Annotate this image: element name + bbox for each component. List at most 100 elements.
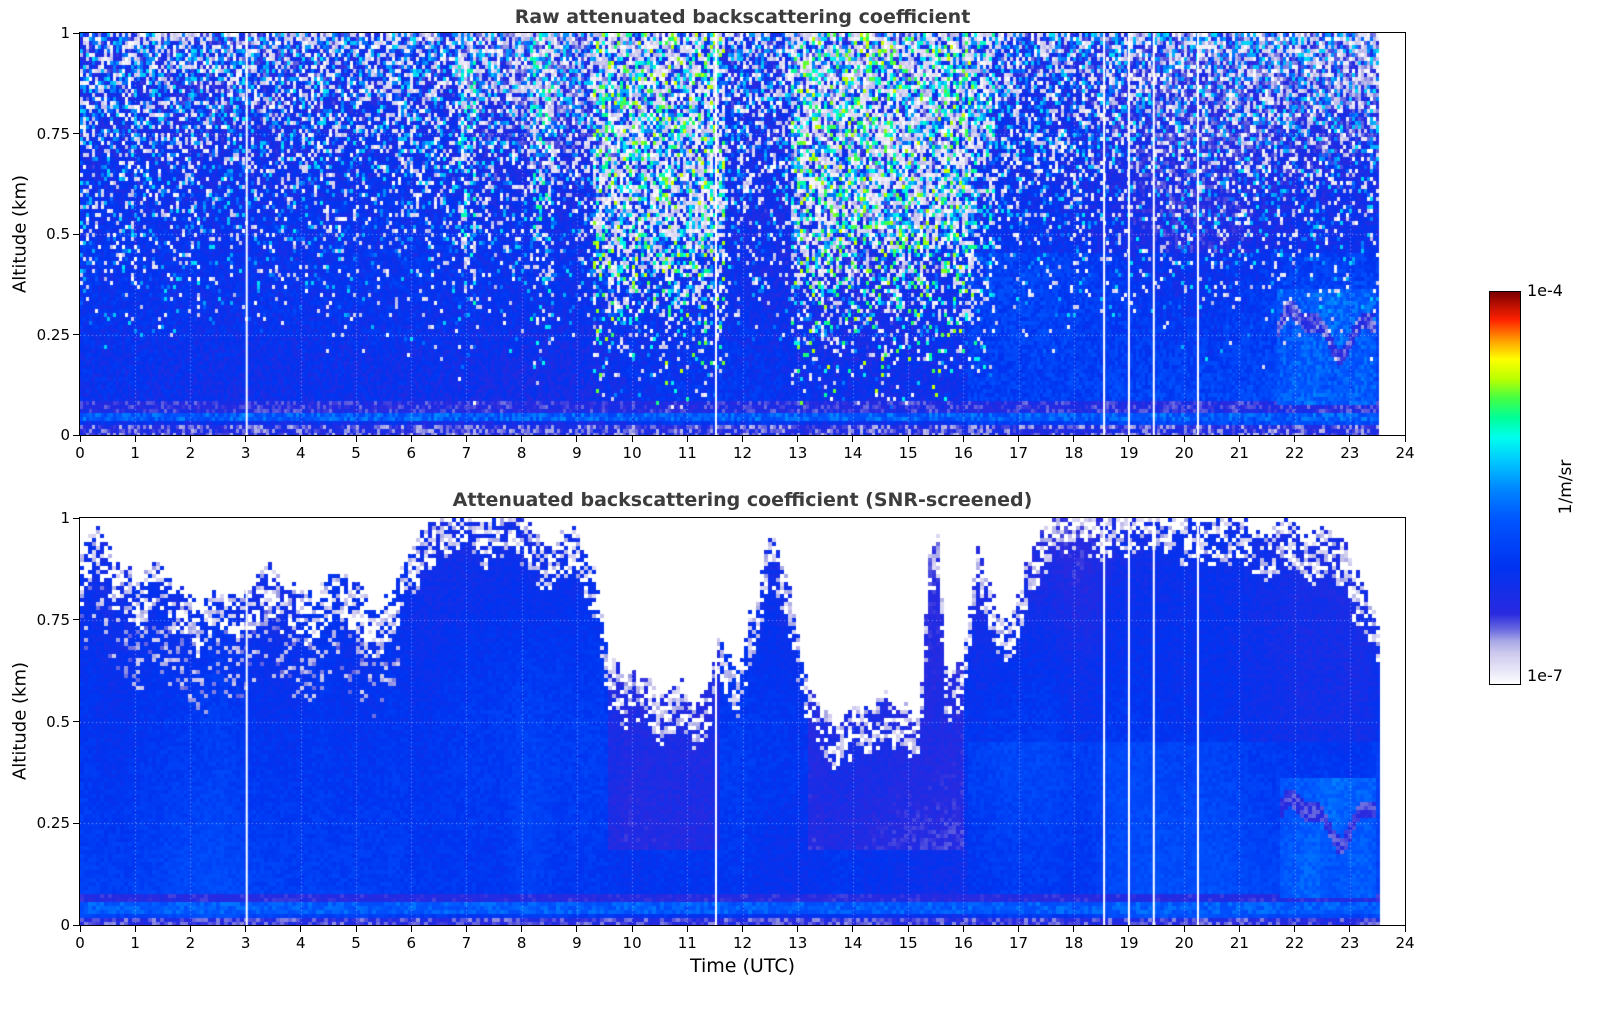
x-tick-label: 11 — [677, 444, 697, 462]
x-tick-mark — [1183, 436, 1185, 442]
x-tick-label: 3 — [240, 444, 251, 462]
x-tick-label: 12 — [732, 934, 753, 952]
x-tick-mark — [742, 926, 743, 932]
x-tick-label: 23 — [1340, 444, 1360, 462]
colorbar-unit-label: 1/m/sr — [1556, 459, 1576, 515]
x-tick-mark — [300, 926, 302, 932]
x-tick-mark — [576, 436, 578, 442]
x-tick-label: 22 — [1285, 444, 1305, 462]
x-tick-mark — [1018, 436, 1020, 442]
x-tick-label: 13 — [788, 444, 808, 462]
plot-title-raw: Raw attenuated backscattering coefficien… — [514, 6, 971, 28]
x-tick-label: 20 — [1174, 444, 1194, 462]
x-tick-mark — [631, 436, 633, 442]
x-tick-mark — [410, 436, 412, 442]
x-tick-label: 15 — [898, 444, 918, 462]
x-tick-label: 2 — [185, 934, 196, 952]
x-tick-mark — [410, 926, 412, 932]
colorbar-min-label: 1e-7 — [1527, 666, 1563, 685]
x-tick-label: 1 — [130, 934, 140, 952]
colorbar — [1489, 291, 1521, 685]
x-tick-mark — [1349, 436, 1351, 442]
x-tick-mark — [79, 926, 81, 932]
x-tick-label: 0 — [75, 444, 85, 462]
x-tick-mark — [686, 926, 688, 932]
colorbar-canvas — [1490, 292, 1520, 684]
x-tick-label: 21 — [1229, 934, 1249, 952]
y-tick-label: 0.75 — [36, 124, 70, 143]
x-tick-label: 0 — [75, 934, 85, 952]
y-tick-label: 0 — [60, 426, 70, 444]
screened-plot-area — [79, 517, 1406, 926]
x-tick-mark — [1404, 436, 1406, 442]
x-tick-label: 4 — [296, 934, 306, 952]
y-tick-mark — [73, 334, 79, 335]
x-tick-mark — [134, 926, 136, 932]
x-tick-mark — [465, 926, 467, 932]
x-tick-mark — [1128, 436, 1130, 442]
x-tick-mark — [189, 436, 191, 442]
y-tick-label: 0.5 — [46, 712, 70, 731]
x-tick-label: 17 — [1008, 934, 1029, 952]
y-tick-label: 0 — [60, 916, 70, 934]
x-tick-mark — [962, 436, 964, 442]
x-tick-mark — [245, 926, 247, 932]
x-tick-mark — [686, 436, 688, 442]
x-tick-label: 14 — [843, 934, 863, 952]
x-tick-mark — [1294, 436, 1296, 442]
x-tick-label: 18 — [1064, 934, 1084, 952]
x-tick-label: 20 — [1174, 934, 1194, 952]
x-axis-label: Time (UTC) — [689, 955, 796, 977]
x-tick-label: 1 — [130, 444, 140, 462]
y-tick-label: 1 — [60, 24, 70, 42]
x-tick-label: 19 — [1119, 444, 1139, 462]
x-tick-mark — [1238, 436, 1240, 442]
y-tick-label: 0.25 — [36, 814, 70, 833]
x-tick-mark — [852, 926, 854, 932]
x-tick-label: 6 — [406, 934, 417, 952]
x-tick-mark — [1073, 926, 1075, 932]
screened-heatmap-canvas — [80, 518, 1405, 925]
x-tick-label: 24 — [1395, 444, 1415, 462]
x-tick-mark — [355, 926, 357, 932]
x-tick-mark — [134, 436, 136, 442]
x-tick-label: 16 — [953, 934, 973, 952]
x-tick-label: 23 — [1340, 934, 1360, 952]
x-tick-mark — [1183, 926, 1185, 932]
x-tick-label: 7 — [461, 444, 472, 462]
x-tick-label: 24 — [1395, 934, 1415, 952]
x-tick-label: 14 — [843, 444, 863, 462]
x-tick-mark — [1238, 926, 1240, 932]
x-tick-mark — [79, 436, 81, 442]
x-tick-label: 8 — [516, 444, 527, 462]
x-tick-label: 9 — [572, 444, 582, 462]
x-tick-mark — [465, 436, 467, 442]
x-tick-mark — [962, 926, 964, 932]
y-tick-mark — [73, 133, 79, 134]
colorbar-max-label: 1e-4 — [1527, 281, 1563, 300]
x-tick-mark — [1073, 436, 1075, 442]
y-tick-label: 0.25 — [36, 325, 70, 344]
x-tick-mark — [907, 436, 909, 442]
x-tick-label: 6 — [406, 444, 417, 462]
y-tick-mark — [73, 517, 79, 519]
x-tick-mark — [797, 926, 799, 932]
x-tick-mark — [631, 926, 633, 932]
x-tick-mark — [742, 436, 743, 442]
y-tick-mark — [73, 434, 79, 436]
y-tick-mark — [73, 924, 79, 926]
x-tick-mark — [1404, 926, 1406, 932]
y-tick-mark — [73, 619, 79, 621]
y-tick-label: 0.75 — [36, 610, 70, 629]
y-tick-label: 0.5 — [46, 225, 70, 243]
y-tick-mark — [73, 822, 79, 824]
x-tick-mark — [1128, 926, 1130, 932]
x-tick-mark — [907, 926, 909, 932]
x-tick-mark — [1294, 926, 1296, 932]
x-tick-mark — [355, 436, 357, 442]
x-tick-label: 8 — [516, 934, 527, 952]
x-tick-mark — [189, 926, 191, 932]
x-tick-mark — [245, 436, 247, 442]
raw-heatmap-canvas — [80, 33, 1405, 435]
